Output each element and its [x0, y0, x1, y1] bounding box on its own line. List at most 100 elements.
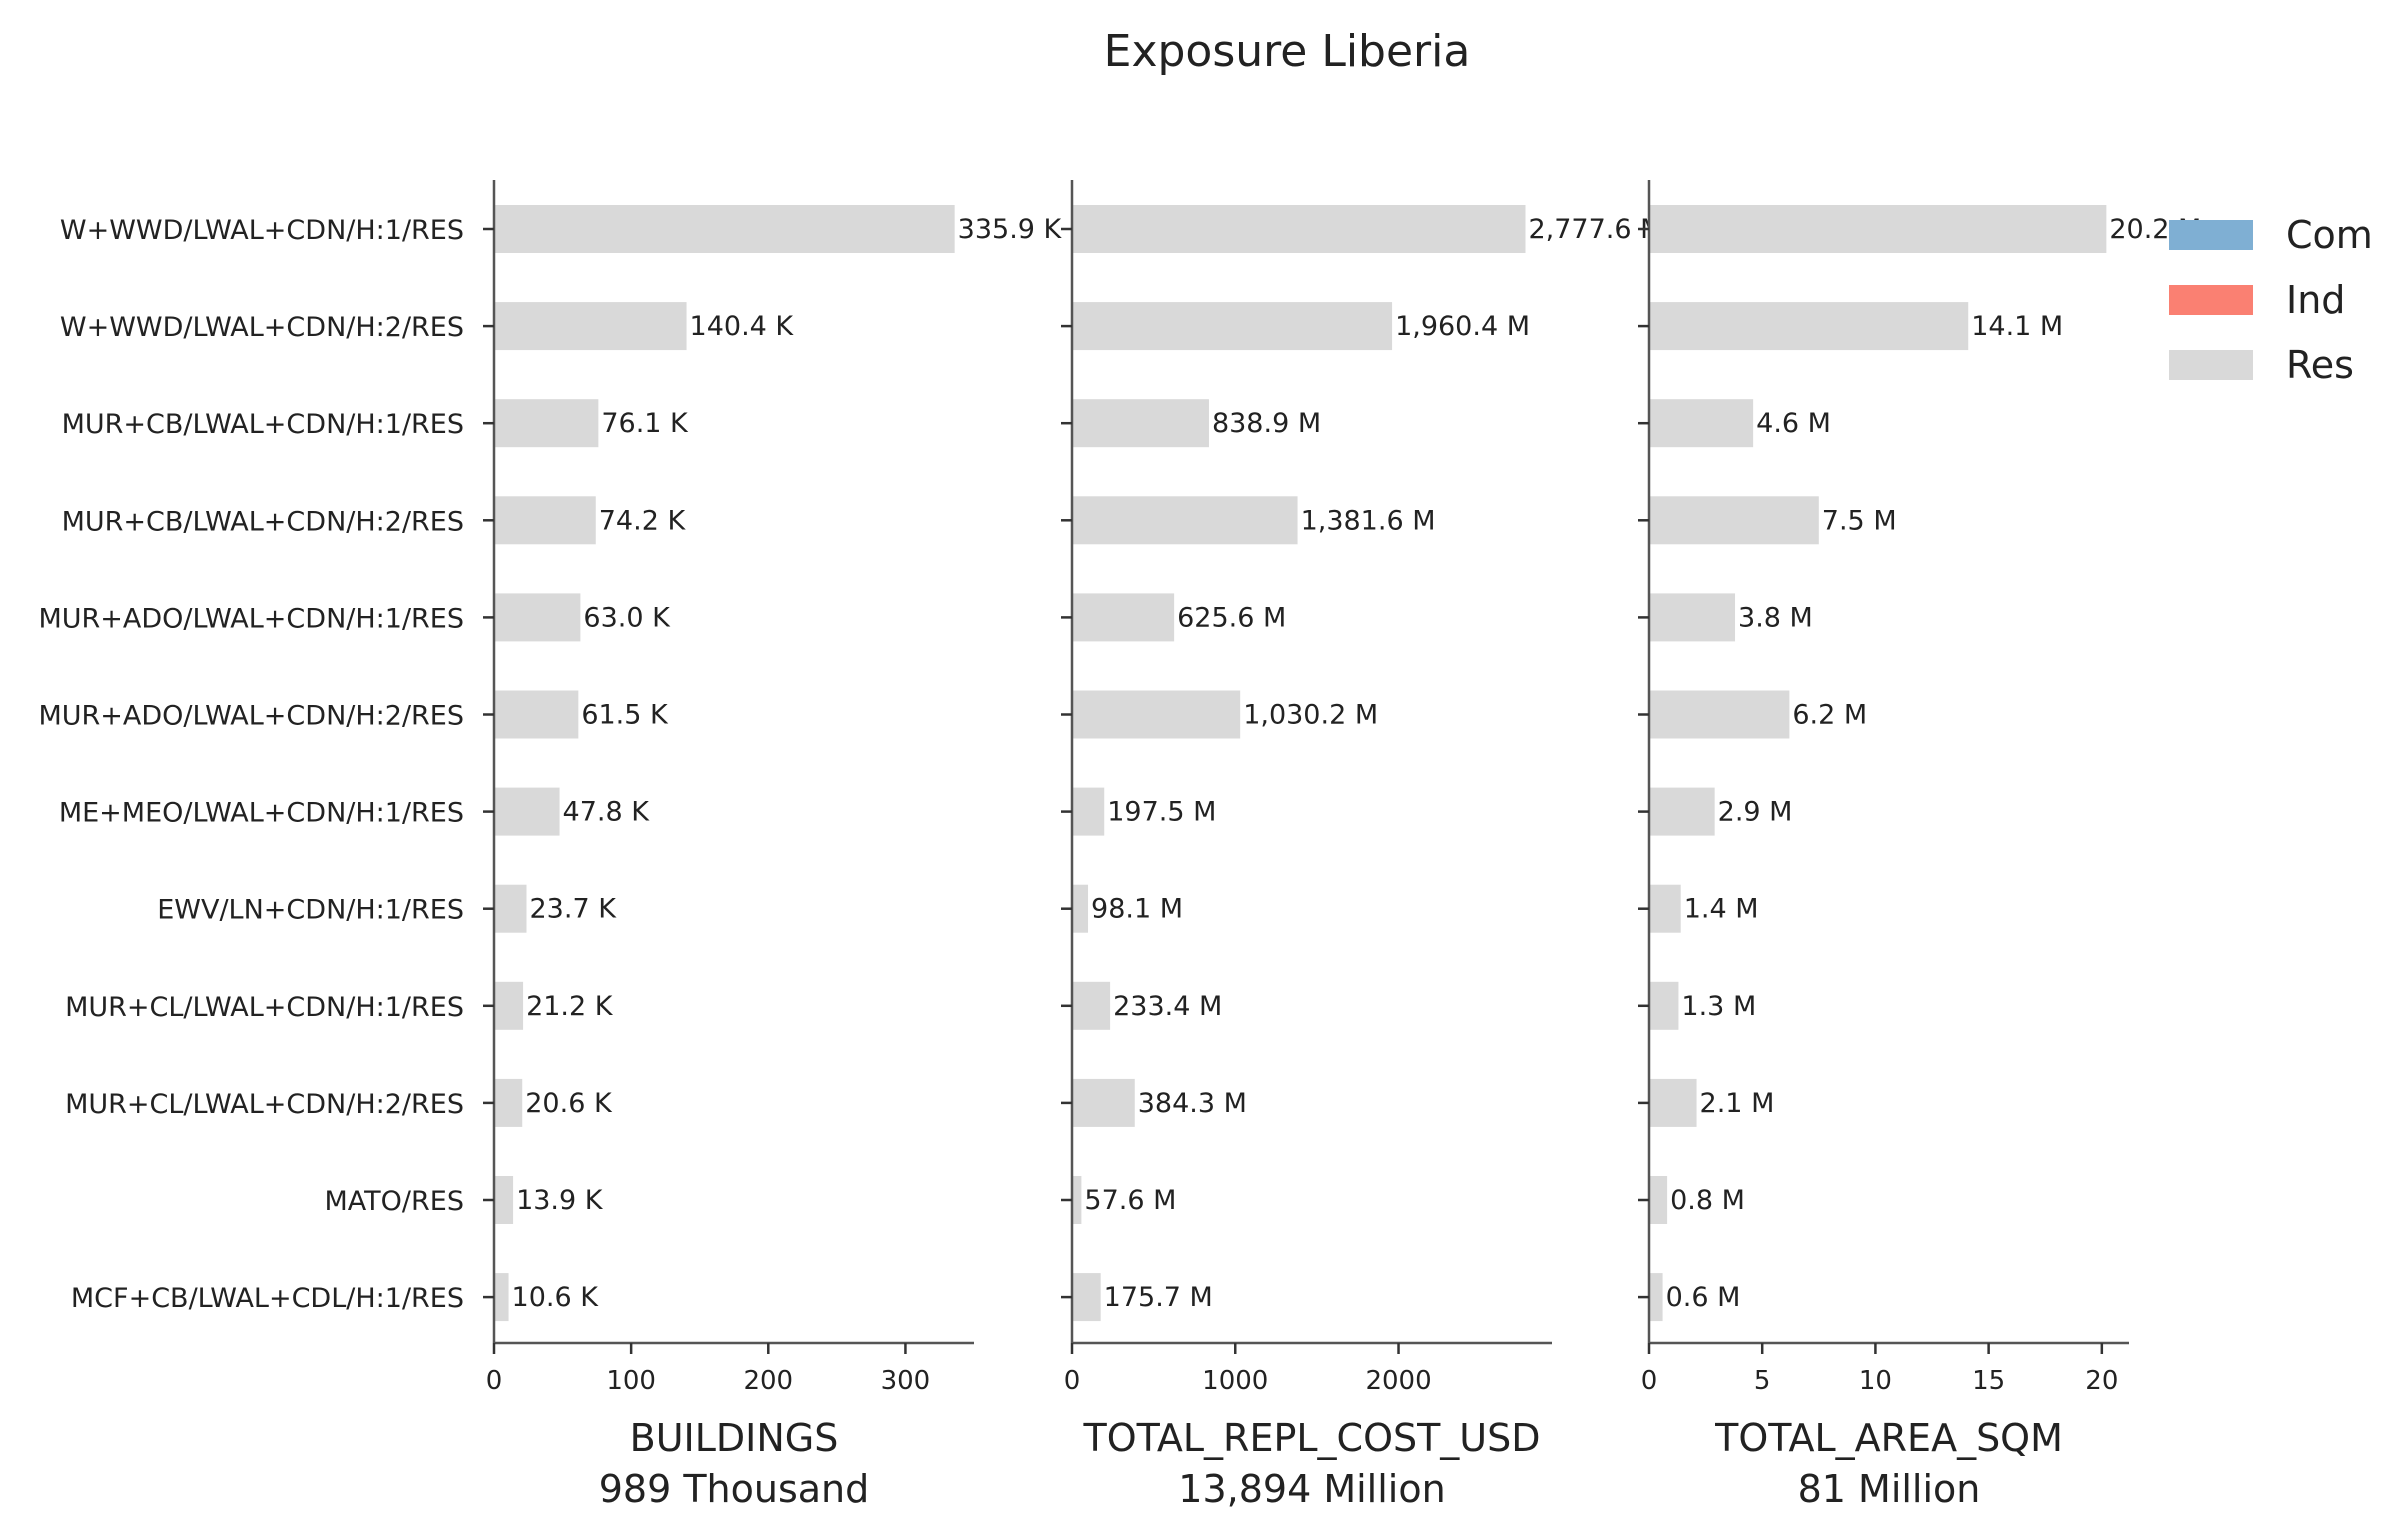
bar-value-label: 2.1 M	[1700, 1088, 1775, 1119]
bar-value-label: 233.4 M	[1113, 991, 1222, 1022]
x-axis-label: BUILDINGS	[630, 1416, 839, 1460]
panel-1: 335.9 K 140.4 K 76.1 K 74.2 K 63.0 K 61.5 K 47…	[38, 180, 1063, 1511]
bar	[1072, 690, 1241, 739]
x-axis-sublabel: 81 Million	[1798, 1467, 1981, 1511]
bar-value-label: 384.3 M	[1138, 1088, 1247, 1119]
category-label: MUR+ADO/LWAL+CDN/H:1/RES	[38, 603, 464, 634]
chart-panels: 335.9 K 140.4 K 76.1 K 74.2 K 63.0 K 61.5 K 47…	[38, 180, 2201, 1511]
bar	[1649, 1273, 1663, 1322]
bar	[494, 690, 579, 739]
x-tick-label: 10	[1859, 1366, 1892, 1396]
bar	[1072, 1273, 1101, 1322]
bar-value-label: 6.2 M	[1792, 700, 1867, 731]
x-axis-label: TOTAL_REPL_COST_USD	[1082, 1416, 1540, 1460]
bar	[494, 1078, 523, 1127]
x-axis-sublabel: 989 Thousand	[599, 1467, 870, 1511]
bar-value-label: 1,030.2 M	[1243, 700, 1378, 731]
bar	[1072, 1176, 1082, 1224]
category-label: W+WWD/LWAL+CDN/H:2/RES	[60, 312, 464, 343]
bar-value-label: 7.5 M	[1822, 505, 1897, 536]
bar-value-label: 1,381.6 M	[1301, 505, 1436, 536]
bar-value-label: 3.8 M	[1738, 602, 1813, 633]
bar-value-label: 63.0 K	[583, 602, 671, 633]
bar	[1649, 884, 1681, 933]
x-tick-label: 0	[1064, 1366, 1081, 1396]
bar	[494, 205, 955, 253]
legend-swatch	[2169, 350, 2253, 380]
bar-value-label: 838.9 M	[1212, 408, 1321, 439]
legend-label: Ind	[2286, 278, 2345, 322]
bar	[1649, 205, 2107, 253]
legend-swatch	[2169, 220, 2253, 250]
bar	[1649, 981, 1679, 1030]
x-tick-label: 15	[1972, 1366, 2005, 1396]
bar-value-label: 21.2 K	[526, 991, 614, 1022]
bar	[1649, 1176, 1668, 1224]
bar	[1072, 884, 1089, 933]
bar	[1072, 1078, 1135, 1127]
bar	[494, 1273, 509, 1322]
category-label: MUR+CB/LWAL+CDN/H:2/RES	[62, 506, 464, 537]
bar-value-label: 20.6 K	[525, 1088, 613, 1119]
bar	[494, 1176, 514, 1224]
bar-value-label: 10.6 K	[512, 1282, 600, 1313]
x-tick-label: 20	[2085, 1366, 2118, 1396]
bar	[494, 593, 581, 642]
bar	[1072, 787, 1105, 836]
bar-value-label: 175.7 M	[1104, 1282, 1213, 1313]
x-tick-label: 0	[1641, 1366, 1658, 1396]
legend: Com Ind Res	[2169, 213, 2373, 387]
bar	[494, 399, 599, 448]
bar	[494, 302, 687, 351]
bar-value-label: 335.9 K	[958, 214, 1063, 245]
bar	[1649, 496, 1819, 545]
bar-value-label: 0.6 M	[1666, 1282, 1741, 1313]
bar-value-label: 0.8 M	[1670, 1185, 1745, 1216]
x-tick-label: 200	[743, 1366, 793, 1396]
category-label: W+WWD/LWAL+CDN/H:1/RES	[60, 215, 464, 246]
bar-value-label: 61.5 K	[581, 700, 669, 731]
category-label: MUR+CL/LWAL+CDN/H:2/RES	[65, 1089, 464, 1120]
category-label: MUR+CL/LWAL+CDN/H:1/RES	[65, 992, 464, 1023]
category-label: MUR+CB/LWAL+CDN/H:1/RES	[62, 409, 464, 440]
bar-value-label: 625.6 M	[1177, 602, 1286, 633]
bar	[494, 787, 560, 836]
bar	[1649, 787, 1715, 836]
bar-value-label: 1.3 M	[1681, 991, 1756, 1022]
bar	[1072, 593, 1175, 642]
bar	[1072, 496, 1298, 545]
legend-swatch	[2169, 285, 2253, 315]
bar-value-label: 76.1 K	[601, 408, 689, 439]
bar-value-label: 47.8 K	[563, 797, 651, 828]
x-tick-label: 100	[606, 1366, 656, 1396]
x-axis-label: TOTAL_AREA_SQM	[1714, 1416, 2063, 1460]
bar	[1072, 302, 1393, 351]
bar	[1072, 205, 1526, 253]
bar	[494, 981, 524, 1030]
category-label: EWV/LN+CDN/H:1/RES	[157, 895, 464, 926]
bar	[1649, 302, 1969, 351]
bar	[1649, 593, 1736, 642]
x-tick-label: 300	[881, 1366, 931, 1396]
x-tick-label: 5	[1754, 1366, 1771, 1396]
bar-value-label: 13.9 K	[516, 1185, 604, 1216]
bar-value-label: 98.1 M	[1091, 894, 1183, 925]
legend-label: Com	[2286, 213, 2373, 257]
bar-value-label: 197.5 M	[1107, 797, 1216, 828]
bar	[1072, 399, 1209, 448]
bar	[1649, 1078, 1697, 1127]
panel-3: 20.2 M14.1 M4.6 M7.5 M3.8 M6.2 M2.9 M1.4…	[1638, 180, 2201, 1511]
bar-value-label: 14.1 M	[1971, 311, 2063, 342]
bar	[1072, 981, 1111, 1030]
bar	[1649, 690, 1790, 739]
bar	[1649, 399, 1754, 448]
bar-value-label: 2.9 M	[1718, 797, 1793, 828]
x-tick-label: 2000	[1365, 1366, 1431, 1396]
bar-value-label: 140.4 K	[690, 311, 795, 342]
category-label: ME+MEO/LWAL+CDN/H:1/RES	[59, 798, 464, 829]
category-label: MCF+CB/LWAL+CDL/H:1/RES	[71, 1283, 464, 1314]
bar-value-label: 4.6 M	[1756, 408, 1831, 439]
x-tick-label: 0	[486, 1366, 503, 1396]
